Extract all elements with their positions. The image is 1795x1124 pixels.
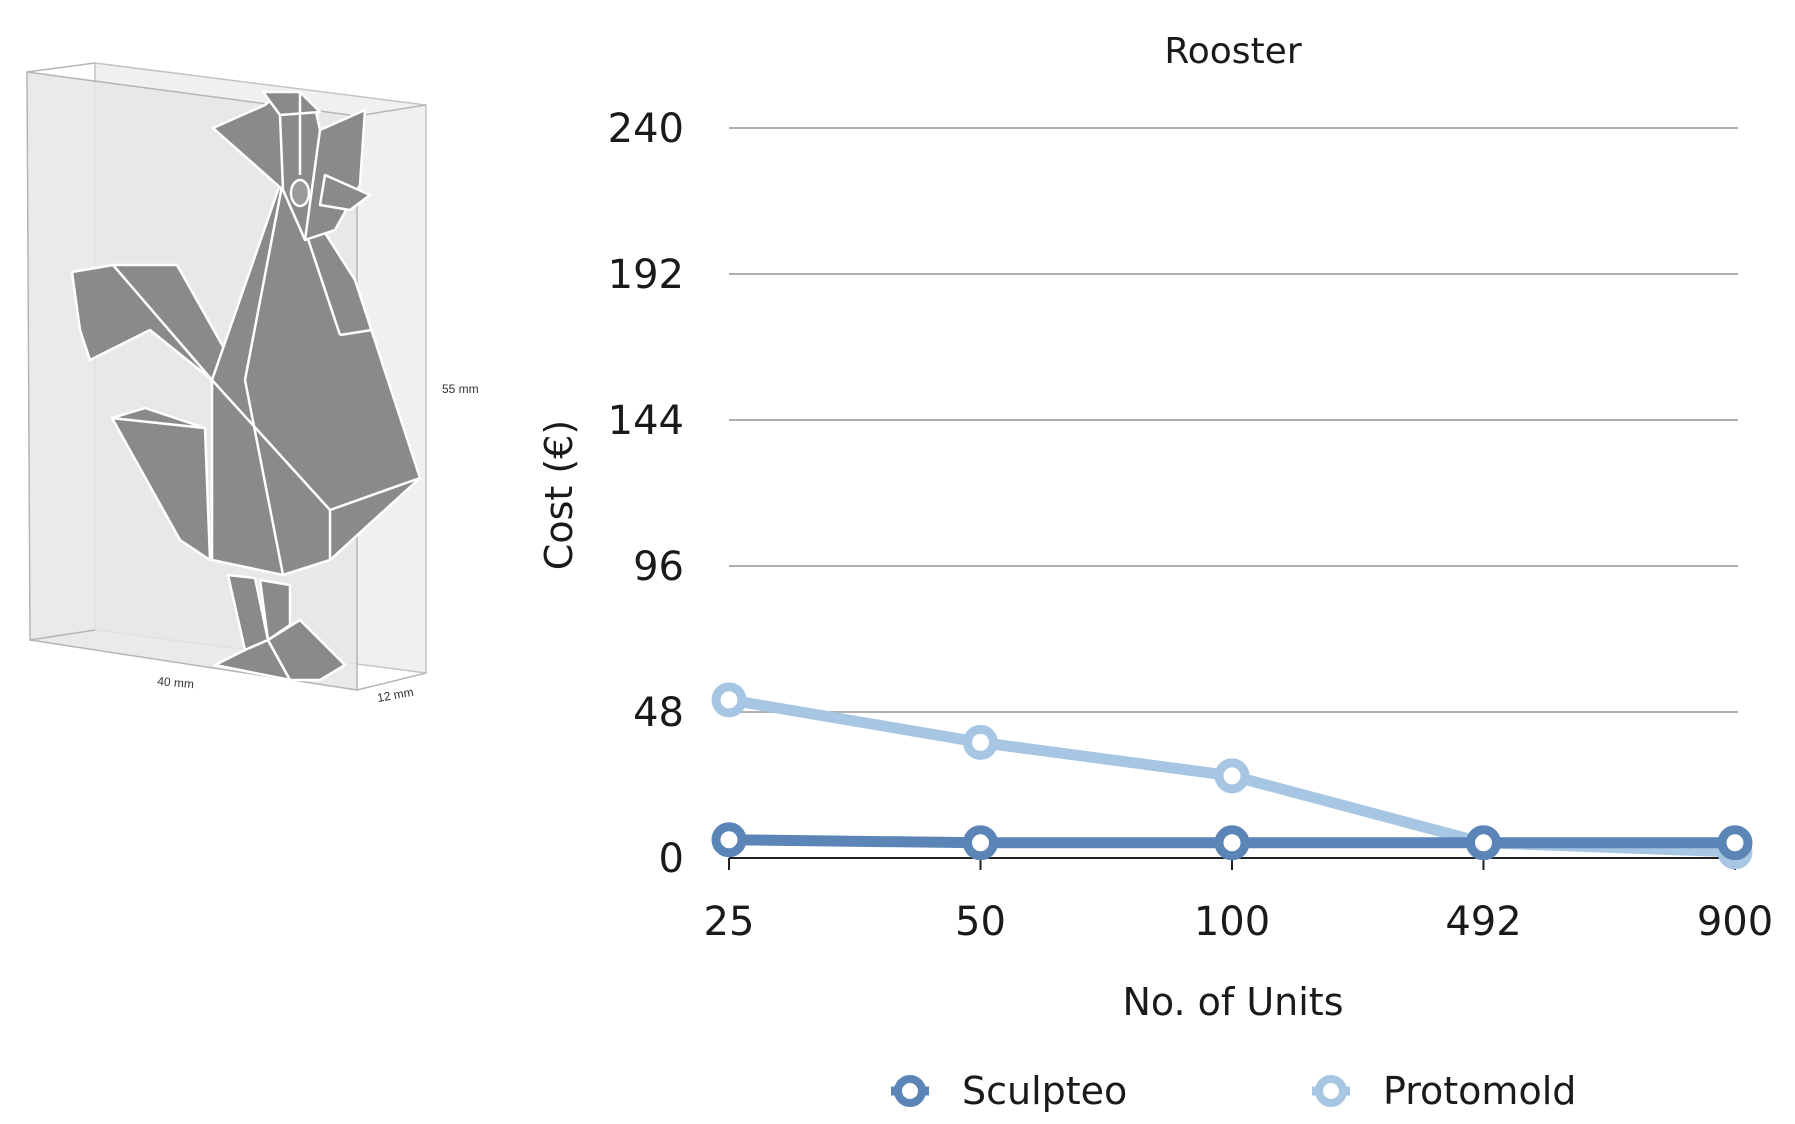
y-tick-label: 144 <box>608 398 684 444</box>
y-tick-label: 192 <box>608 252 684 298</box>
legend-marker-protomold <box>1315 1075 1347 1107</box>
data-point-protomold <box>711 682 747 718</box>
legend-item-sculpteo: Sculpteo <box>891 1069 1127 1113</box>
gridlines <box>729 127 1738 713</box>
x-axis-label: No. of Units <box>1122 980 1343 1024</box>
series-layer <box>711 682 1753 870</box>
dimension-width-label: 40 mm <box>157 674 195 691</box>
data-point-sculpteo <box>1214 825 1250 861</box>
x-tick-label: 25 <box>704 899 755 945</box>
data-point-sculpteo <box>711 822 747 858</box>
box-edge <box>356 672 427 691</box>
legend-marker-sculpteo <box>894 1075 926 1107</box>
data-point-sculpteo <box>963 825 998 861</box>
box-edge <box>356 104 427 117</box>
dimension-depth-label: 12 mm <box>376 685 415 705</box>
box-edge <box>29 629 96 641</box>
y-axis-label: Cost (€) <box>537 420 581 570</box>
data-point-protomold <box>963 724 998 760</box>
x-tick-labels: 25 50 100 492 900 <box>704 858 1773 945</box>
data-point-sculpteo <box>1466 825 1501 861</box>
x-tick-label: 100 <box>1194 899 1270 945</box>
legend-item-protomold: Protomold <box>1312 1069 1576 1113</box>
rooster-shape <box>70 90 422 682</box>
data-point-protomold <box>1214 758 1250 794</box>
legend-label-protomold: Protomold <box>1383 1069 1576 1113</box>
y-tick-label: 96 <box>633 544 684 590</box>
y-tick-labels: 0 48 96 144 192 240 <box>608 106 684 882</box>
x-tick-label: 492 <box>1445 899 1521 945</box>
x-tick-label: 900 <box>1697 899 1773 945</box>
chart-title: Rooster <box>1164 31 1301 72</box>
data-point-sculpteo <box>1717 825 1753 861</box>
box-edge <box>26 62 96 73</box>
legend: Sculpteo Protomold <box>891 1069 1576 1113</box>
legend-label-sculpteo: Sculpteo <box>962 1069 1127 1113</box>
x-tick-label: 50 <box>955 899 1006 945</box>
y-tick-label: 0 <box>659 836 684 882</box>
y-tick-label: 48 <box>633 690 684 736</box>
series-sculpteo <box>711 822 1753 861</box>
dimension-height-label: 55 mm <box>442 382 479 396</box>
rooster-illustration: 40 mm 12 mm 55 mm <box>26 62 479 705</box>
y-tick-label: 240 <box>608 106 684 152</box>
